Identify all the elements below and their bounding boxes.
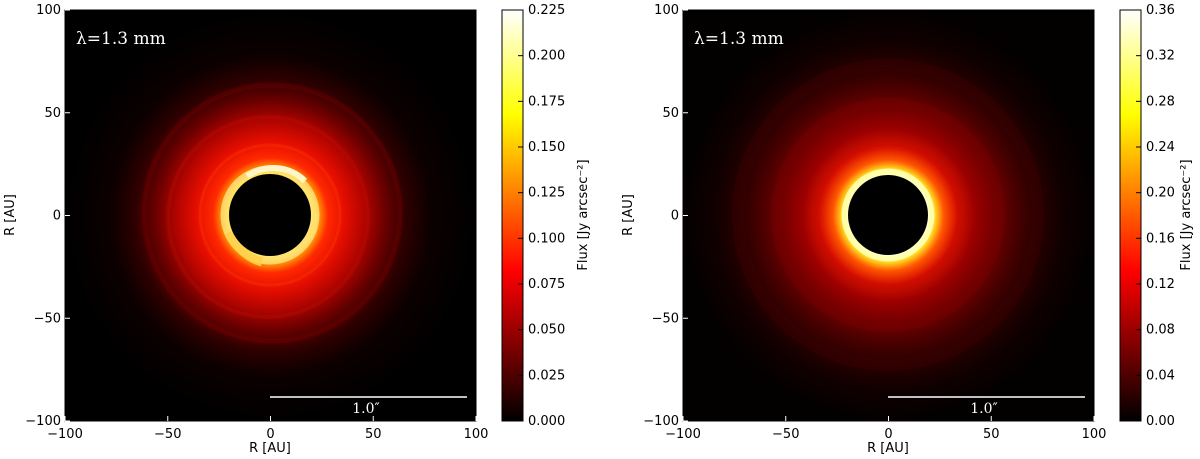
x-axis-label: R [AU] xyxy=(249,441,291,456)
colorbar-tick-label: 0.150 xyxy=(528,140,565,155)
y-tick-label: 50 xyxy=(662,106,679,121)
inner-hole xyxy=(848,175,928,255)
colorbar-ticks: 0.000 0.025 0.050 0.075 0.100 0.125 0.150 0.175… xyxy=(518,3,565,429)
colorbar-tick-label: 0.200 xyxy=(528,49,565,64)
y-tick-label: −100 xyxy=(643,414,679,429)
x-tick-label: 100 xyxy=(464,427,489,442)
y-tick-label: 100 xyxy=(36,3,61,18)
scale-bar-label: 1.0″ xyxy=(970,401,998,417)
colorbar-tick-label: 0.24 xyxy=(1146,140,1175,155)
colorbar-tick-label: 0.28 xyxy=(1146,94,1175,109)
colorbar-gradient xyxy=(1119,9,1142,422)
colorbar: 0.00 0.04 0.08 0.12 0.16 0.20 0.24 0.28 0.32 0.36… xyxy=(1119,3,1194,429)
colorbar-tick-label: 0.16 xyxy=(1146,231,1175,246)
colorbar-tick-label: 0.00 xyxy=(1146,414,1175,429)
colorbar: 0.000 0.025 0.050 0.075 0.100 0.125 0.150 0.175… xyxy=(501,3,591,429)
x-tick-label: 0 xyxy=(266,427,274,442)
smooth-ring-features xyxy=(732,59,1044,371)
scale-bar-label: 1.0″ xyxy=(352,401,380,417)
y-axis-label: R [AU] xyxy=(3,194,18,236)
y-axis-label: R [AU] xyxy=(621,194,636,236)
colorbar-tick-label: 0.32 xyxy=(1146,49,1175,64)
colorbar-tick-label: 0.20 xyxy=(1146,186,1175,201)
colorbar-tick-label: 0.100 xyxy=(528,231,565,246)
y-tick-label: 50 xyxy=(44,106,61,121)
x-tick-label: 50 xyxy=(983,427,1000,442)
colorbar-tick-label: 0.075 xyxy=(528,277,565,292)
colorbar-tick-label: 0.050 xyxy=(528,323,565,338)
x-tick-label: −50 xyxy=(772,427,799,442)
x-tick-label: 0 xyxy=(884,427,892,442)
colorbar-gradient xyxy=(501,9,524,422)
inner-hole xyxy=(229,174,311,256)
x-axis-label: R [AU] xyxy=(867,441,909,456)
colorbar-tick-label: 0.225 xyxy=(528,3,565,18)
y-tick-label: −100 xyxy=(25,414,61,429)
colorbar-tick-label: 0.12 xyxy=(1146,277,1175,292)
axis-ticks: −100 −50 0 50 100 −100 −50 0 50 100 xyxy=(25,3,488,442)
y-tick-label: 0 xyxy=(53,209,61,224)
panel-right: λ=1.3 mm 1.0″ −100 −50 0 50 100 −100 −50 0 50 100… xyxy=(621,3,1194,456)
colorbar-label: Flux [Jy arcsec⁻²] xyxy=(576,159,591,270)
x-tick-label: 100 xyxy=(1082,427,1107,442)
colorbar-tick-label: 0.36 xyxy=(1146,3,1175,18)
axis-ticks: −100 −50 0 50 100 −100 −50 0 50 100 xyxy=(643,3,1106,442)
colorbar-tick-label: 0.175 xyxy=(528,94,565,109)
y-tick-label: 100 xyxy=(654,3,679,18)
colorbar-tick-label: 0.000 xyxy=(528,414,565,429)
clumpy-ring-features xyxy=(141,82,403,344)
colorbar-tick-label: 0.08 xyxy=(1146,323,1175,338)
colorbar-tick-label: 0.125 xyxy=(528,186,565,201)
panel-left: λ=1.3 mm 1.0″ −100 −50 0 50 100 −100 −50 0 50 100… xyxy=(3,3,591,456)
y-tick-label: −50 xyxy=(34,311,61,326)
colorbar-tick-label: 0.04 xyxy=(1146,368,1175,383)
wavelength-annotation: λ=1.3 mm xyxy=(76,29,166,49)
colorbar-ticks: 0.00 0.04 0.08 0.12 0.16 0.20 0.24 0.28 0.32 0.36 xyxy=(1136,3,1175,429)
y-tick-label: −50 xyxy=(652,311,679,326)
colorbar-tick-label: 0.025 xyxy=(528,368,565,383)
x-tick-label: −100 xyxy=(665,427,701,442)
x-tick-label: 50 xyxy=(365,427,382,442)
colorbar-label: Flux [Jy arcsec⁻²] xyxy=(1179,159,1194,270)
x-tick-label: −50 xyxy=(154,427,181,442)
y-tick-label: 0 xyxy=(671,209,679,224)
x-tick-label: −100 xyxy=(47,427,83,442)
wavelength-annotation: λ=1.3 mm xyxy=(694,29,784,49)
